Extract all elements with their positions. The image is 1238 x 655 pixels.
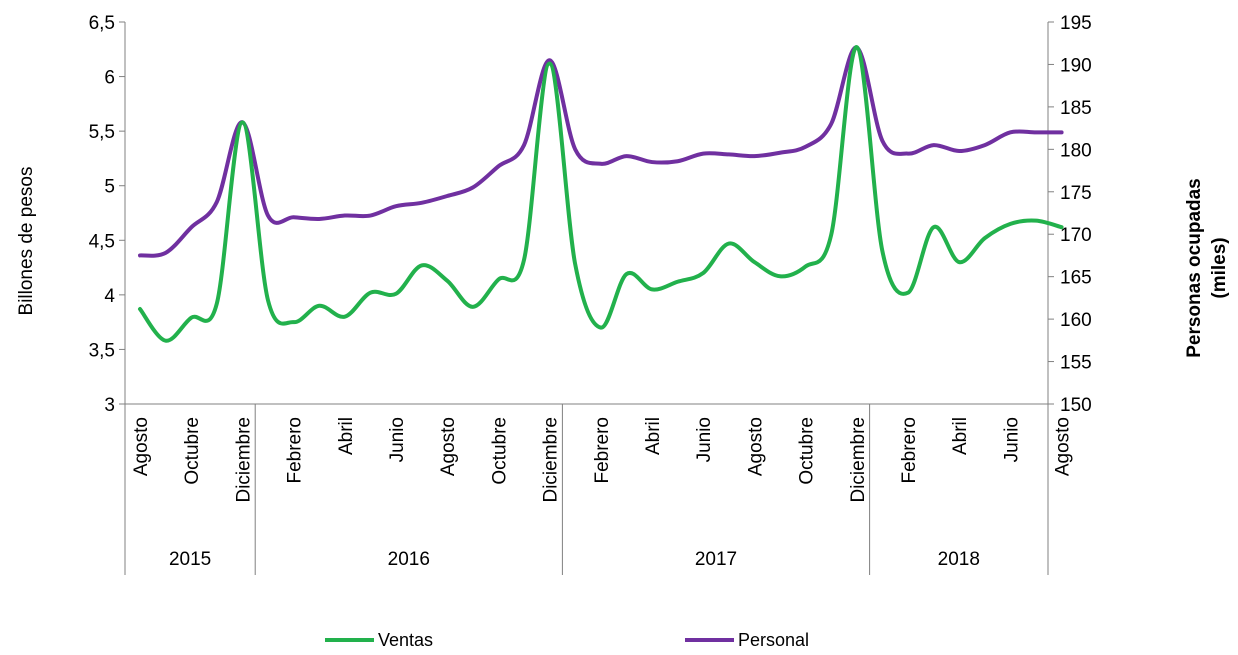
x-month-label: Junio bbox=[1001, 417, 1022, 462]
y2-axis-title-line2: (miles) bbox=[1209, 237, 1230, 298]
legend-label-personal: Personal bbox=[738, 630, 809, 650]
x-month-label: Abril bbox=[950, 417, 971, 455]
x-month-label: Abril bbox=[643, 417, 664, 455]
x-year-label: 2016 bbox=[388, 549, 430, 570]
x-year-label: 2017 bbox=[695, 549, 737, 570]
x-year-label: 2018 bbox=[938, 549, 980, 570]
y2-tick-label: 160 bbox=[1060, 310, 1092, 331]
y-tick-label: 4,5 bbox=[89, 231, 115, 252]
x-month-label: Diciembre bbox=[848, 417, 869, 503]
legend: Ventas Personal bbox=[325, 630, 809, 650]
x-month-label: Octubre bbox=[182, 417, 203, 485]
x-month-label: Abril bbox=[336, 417, 357, 455]
y-tick-label: 4 bbox=[104, 286, 115, 307]
series-line-personal bbox=[138, 45, 1064, 258]
y2-tick-label: 175 bbox=[1060, 183, 1092, 204]
x-month-label: Diciembre bbox=[233, 417, 254, 503]
y2-tick-label: 155 bbox=[1060, 353, 1092, 374]
x-month-label: Junio bbox=[694, 417, 715, 462]
axes-layer: 3 3,5 4 4,5 5 5,5 6 6,5 150 155 160 165 170 175 180 185… bbox=[89, 13, 1092, 575]
titles-layer: Billones de pesos Personas ocupadas (mil… bbox=[16, 167, 1230, 358]
x-month-label: Octubre bbox=[489, 417, 510, 485]
y-tick-label: 6,5 bbox=[89, 13, 115, 34]
y-axis-title: Billones de pesos bbox=[16, 167, 37, 316]
y-tick-label: 3,5 bbox=[89, 340, 115, 361]
x-month-label: Diciembre bbox=[541, 417, 562, 503]
x-month-label: Febrero bbox=[285, 417, 306, 484]
y2-axis-title-line1: Personas ocupadas bbox=[1184, 178, 1205, 358]
y2-tick-label: 150 bbox=[1060, 395, 1092, 416]
x-month-label: Agosto bbox=[438, 417, 459, 476]
y2-tick-label: 195 bbox=[1060, 13, 1092, 34]
x-month-label: Junio bbox=[387, 417, 408, 462]
series-line-ventas bbox=[138, 45, 1064, 343]
legend-label-ventas: Ventas bbox=[378, 630, 433, 650]
x-month-label: Febrero bbox=[592, 417, 613, 484]
y-tick-label: 5,5 bbox=[89, 122, 115, 143]
y2-tick-label: 190 bbox=[1060, 55, 1092, 76]
x-month-label: Agosto bbox=[131, 417, 152, 476]
series-layer bbox=[138, 45, 1064, 343]
y2-tick-label: 180 bbox=[1060, 140, 1092, 161]
x-month-label: Febrero bbox=[899, 417, 920, 484]
y2-tick-label: 170 bbox=[1060, 225, 1092, 246]
x-month-label: Agosto bbox=[1053, 417, 1074, 476]
y-tick-label: 3 bbox=[104, 395, 115, 416]
y-tick-label: 6 bbox=[104, 68, 115, 89]
y2-tick-label: 185 bbox=[1060, 98, 1092, 119]
x-month-label: Agosto bbox=[745, 417, 766, 476]
y2-tick-label: 165 bbox=[1060, 268, 1092, 289]
x-month-label: Octubre bbox=[797, 417, 818, 485]
x-year-label: 2015 bbox=[169, 549, 211, 570]
y-tick-label: 5 bbox=[104, 177, 115, 198]
